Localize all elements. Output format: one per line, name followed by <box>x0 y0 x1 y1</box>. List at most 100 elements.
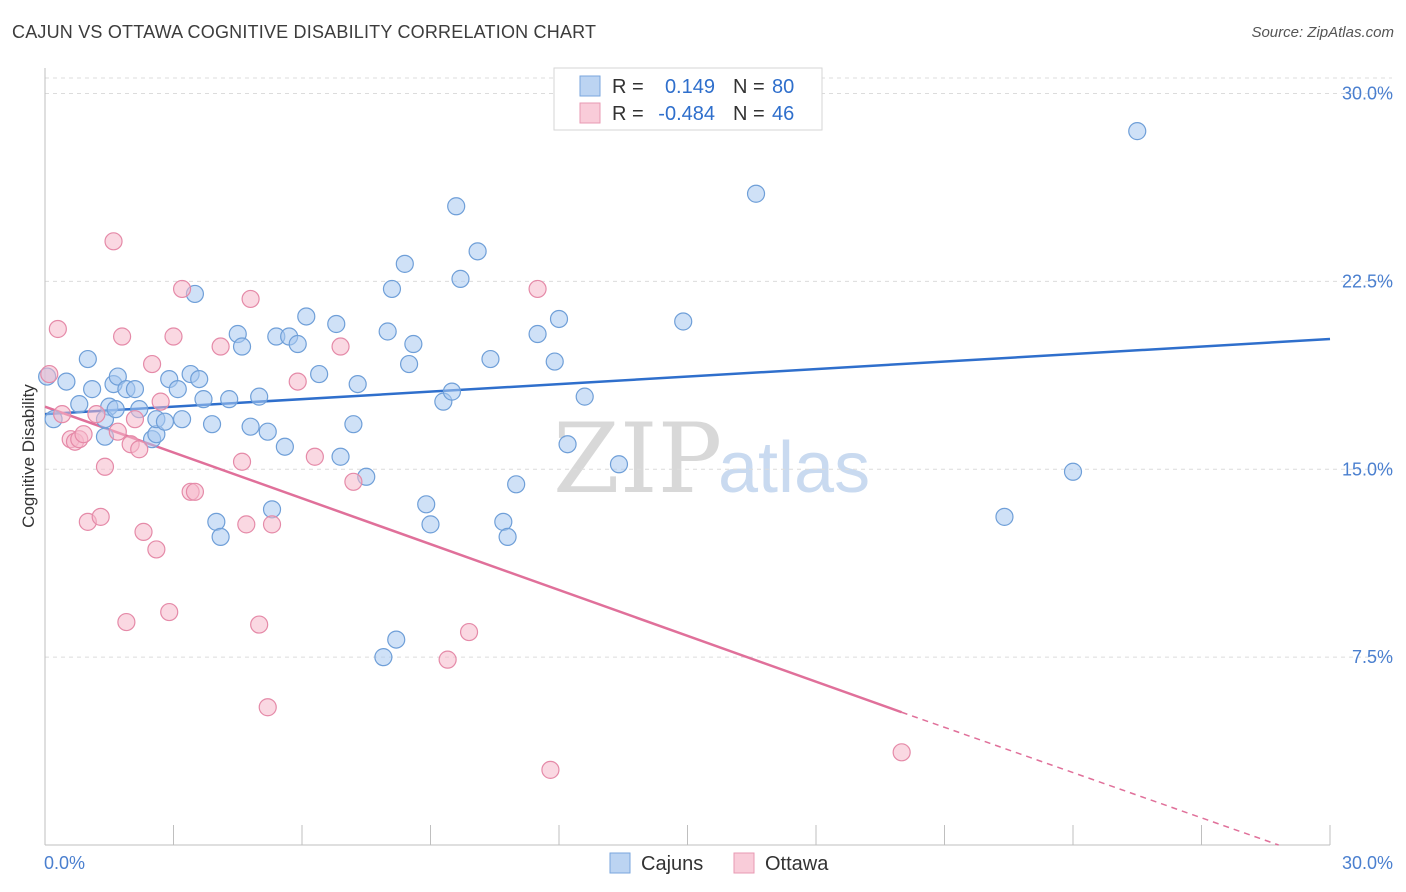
cajun-point <box>232 337 252 356</box>
ottawa-point <box>142 354 162 374</box>
cajun-point <box>507 475 526 494</box>
ottawa-point <box>112 327 132 346</box>
cajun-point <box>746 184 766 203</box>
legend-ottawa-n-value: 46 <box>772 103 794 125</box>
ottawa-point <box>438 650 457 669</box>
x-tick-label: 0.0% <box>44 853 85 873</box>
ottawa-point <box>48 319 67 339</box>
legend-series: Cajuns Ottawa <box>609 852 829 875</box>
ottawa-point <box>232 452 252 471</box>
ottawa-point <box>108 422 127 441</box>
cajun-point <box>78 349 97 369</box>
source-label: Source: ZipAtlas.com <box>1251 24 1394 41</box>
cajun-point <box>995 507 1014 526</box>
ottawa-point <box>541 760 560 779</box>
ottawa-point <box>305 447 324 466</box>
cajun-point <box>549 309 569 329</box>
legend-ottawa-r-label: R = <box>612 103 644 125</box>
cajun-point <box>83 380 102 399</box>
cajun-point <box>211 527 230 546</box>
ottawa-point <box>331 337 350 356</box>
cajun-point <box>395 254 414 273</box>
ottawa-point <box>91 507 110 526</box>
watermark-atlas: atlas <box>718 428 870 508</box>
cajun-point <box>468 242 487 261</box>
cajun-point <box>275 437 294 456</box>
cajun-point <box>125 380 145 399</box>
legend-ottawa-r-value: -0.484 <box>658 103 715 125</box>
ottawa-point <box>74 425 93 444</box>
legend-cajun-r-label: R = <box>612 76 644 98</box>
legend-bottom-cajun-label: Cajuns <box>641 853 703 875</box>
legend-cajun-r-value: 0.149 <box>665 76 715 98</box>
cajun-point <box>404 334 423 354</box>
cajun-point <box>674 312 693 331</box>
cajun-point <box>1063 462 1083 481</box>
cajun-point <box>417 495 436 514</box>
cajun-point <box>387 630 406 649</box>
ottawa-point <box>185 482 205 501</box>
watermark-zip: ZIP <box>553 403 722 515</box>
y-tick-label: 7.5% <box>1352 647 1393 667</box>
ottawa-point <box>104 232 123 251</box>
legend-bottom-ottawa-swatch <box>733 852 755 874</box>
cajun-point <box>421 515 440 534</box>
ottawa-point <box>134 522 153 541</box>
ottawa-point <box>237 515 256 534</box>
cajun-point <box>348 375 367 394</box>
legend-ottawa-n-label: N = <box>733 103 765 125</box>
tick-labels: 7.5% 15.0% 22.5% 30.0% 0.0% 30.0% <box>44 84 1393 873</box>
cajun-point <box>194 390 213 409</box>
grid <box>45 77 1392 658</box>
ottawa-point <box>130 440 149 459</box>
cajun-point <box>382 279 402 299</box>
ottawa-point <box>459 622 479 642</box>
cajun-point <box>155 412 175 431</box>
axes <box>44 68 1331 846</box>
ottawa-trend-extension <box>901 711 1279 846</box>
legend-cajun-n-label: N = <box>733 76 765 98</box>
cajun-point <box>609 455 629 474</box>
ottawa-trend-line <box>44 405 903 714</box>
ottawa-point <box>40 364 59 384</box>
ottawa-point <box>344 472 363 491</box>
cajun-point <box>327 314 346 334</box>
cajun-point <box>545 352 564 371</box>
ottawa-point <box>117 612 136 632</box>
cajun-point <box>207 512 226 531</box>
cajun-point <box>190 369 209 389</box>
ottawa-point <box>87 405 106 424</box>
ottawa-point <box>262 515 282 534</box>
y-tick-label: 30.0% <box>1342 84 1393 104</box>
ottawa-point <box>250 615 269 634</box>
chart-title: CAJUN VS OTTAWA COGNITIVE DISABILITY COR… <box>12 22 597 42</box>
ottawa-point <box>172 279 192 299</box>
cajun-point <box>374 648 393 667</box>
cajun-point <box>172 410 192 429</box>
ottawa-point <box>151 392 170 411</box>
ottawa-point <box>211 337 230 356</box>
cajun-point <box>70 395 89 414</box>
ottawa-point <box>160 602 179 622</box>
cajun-point <box>378 322 397 341</box>
y-tick-label: 22.5% <box>1342 271 1393 291</box>
cajun-point <box>297 307 316 326</box>
cajun-point <box>57 372 76 391</box>
legend-bottom-ottawa-label: Ottawa <box>765 853 829 875</box>
ottawa-point <box>258 698 277 717</box>
cajun-point <box>168 380 187 399</box>
ottawa-point <box>147 540 166 559</box>
cajun-point <box>258 422 277 441</box>
cajun-point <box>288 334 307 354</box>
cajun-point <box>220 390 239 409</box>
legend-cajun-n-value: 80 <box>772 76 794 98</box>
y-tick-label: 15.0% <box>1342 459 1393 479</box>
ottawa-point <box>288 372 307 391</box>
ottawa-point <box>53 405 72 424</box>
cajun-point <box>344 415 363 434</box>
cajun-point <box>447 197 466 216</box>
watermark: ZIP atlas <box>553 403 870 515</box>
cajun-point <box>310 364 329 384</box>
cajun-point <box>250 387 269 406</box>
